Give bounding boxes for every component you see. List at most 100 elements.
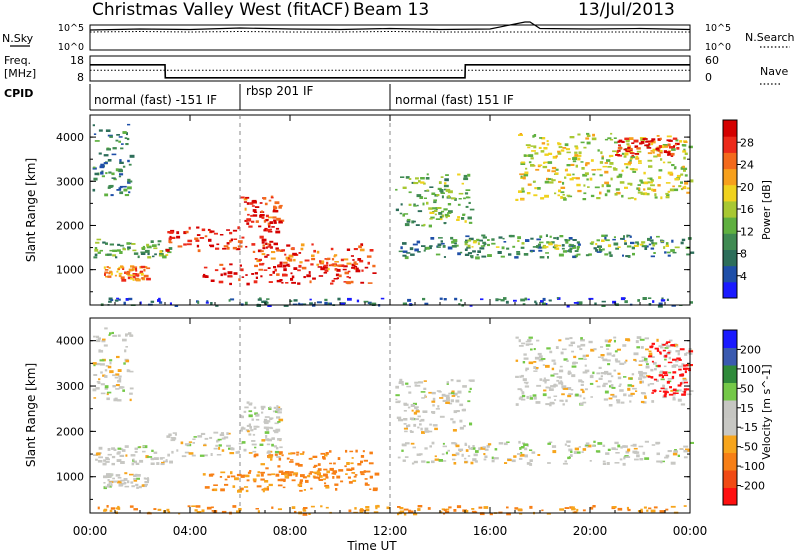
data-cell <box>674 166 677 169</box>
data-cell <box>347 476 351 479</box>
data-cell <box>117 334 121 337</box>
data-cell <box>589 177 593 181</box>
data-cell <box>259 214 263 218</box>
data-cell <box>417 251 421 253</box>
data-cell <box>450 399 454 403</box>
data-cell <box>417 426 420 429</box>
data-cell <box>446 383 449 385</box>
data-cell <box>124 485 130 488</box>
data-cell <box>657 364 661 368</box>
data-cell <box>288 254 294 258</box>
data-cell <box>610 393 615 396</box>
data-cell <box>117 249 121 252</box>
y-tick-label: 2000 <box>56 425 84 438</box>
data-cell <box>636 454 640 458</box>
data-cell <box>515 359 519 362</box>
data-cell <box>252 214 258 217</box>
data-cell <box>258 225 262 228</box>
data-cell <box>631 154 635 157</box>
data-cell <box>506 512 511 516</box>
data-cell <box>681 363 685 366</box>
data-cell <box>140 272 144 276</box>
data-cell <box>445 215 448 219</box>
data-cell <box>462 213 466 216</box>
data-cell <box>577 157 581 161</box>
data-cell <box>443 256 446 258</box>
data-cell <box>128 191 131 194</box>
data-cell <box>525 343 530 346</box>
data-cell <box>679 348 685 351</box>
data-cell <box>546 347 551 350</box>
data-cell <box>522 442 525 445</box>
data-cell <box>609 154 614 157</box>
data-cell <box>324 301 328 305</box>
data-cell <box>630 392 635 395</box>
data-cell <box>181 455 187 458</box>
data-cell <box>201 228 206 232</box>
data-cell <box>417 505 423 508</box>
data-cell <box>364 482 368 485</box>
data-cell <box>266 420 271 423</box>
data-cell <box>580 343 586 347</box>
data-cell <box>676 174 681 178</box>
data-cell <box>612 238 616 241</box>
data-cell <box>475 450 479 453</box>
data-cell <box>124 349 127 353</box>
data-cell <box>556 297 559 299</box>
data-cell <box>683 505 687 507</box>
data-cell <box>227 432 231 435</box>
y-tick-label: 1000 <box>56 264 84 277</box>
data-cell <box>469 304 473 307</box>
data-cell <box>404 456 409 458</box>
data-cell <box>592 133 595 137</box>
data-cell <box>267 267 271 269</box>
cpid-strip: normal (fast) -151 IF rbsp 201 IF normal… <box>89 84 690 111</box>
data-cell <box>465 189 471 191</box>
data-cell <box>257 298 262 301</box>
data-cell <box>313 476 319 479</box>
data-cell <box>165 254 169 256</box>
data-cell <box>534 152 539 155</box>
data-cell <box>649 181 653 184</box>
data-cell <box>130 265 135 268</box>
data-cell <box>440 176 444 178</box>
data-cell <box>467 252 472 255</box>
data-cell <box>442 445 447 448</box>
data-cell <box>639 338 645 341</box>
data-cell <box>373 511 379 514</box>
data-cell <box>436 194 440 197</box>
data-cell <box>457 390 462 394</box>
data-cell <box>133 478 137 480</box>
data-cell <box>309 280 312 284</box>
data-cell <box>610 177 613 181</box>
data-cell <box>648 243 652 246</box>
data-cell <box>548 181 551 184</box>
data-cell <box>402 459 406 462</box>
data-cell <box>659 137 662 140</box>
data-cell <box>302 508 306 511</box>
data-cell <box>553 395 558 397</box>
data-cell <box>120 265 124 269</box>
data-cell <box>219 234 224 236</box>
data-cell <box>99 165 105 169</box>
data-cell <box>312 277 316 280</box>
data-cell <box>398 418 403 422</box>
data-cell <box>188 441 193 443</box>
data-cell <box>590 194 595 198</box>
data-cell <box>265 438 269 441</box>
data-cell <box>301 266 307 270</box>
data-cell <box>324 482 327 485</box>
data-cell <box>475 256 480 260</box>
nsearch-series-line <box>89 30 690 33</box>
data-cell <box>153 451 158 454</box>
data-cell <box>503 297 507 300</box>
data-cell <box>634 168 638 171</box>
data-cell <box>250 214 253 217</box>
data-cell <box>276 273 280 276</box>
data-cell <box>259 443 264 446</box>
data-cell <box>319 475 323 478</box>
data-cell <box>223 272 227 276</box>
nsky-panel-frame <box>89 24 691 51</box>
data-cell <box>457 203 461 206</box>
data-cell <box>649 383 655 385</box>
